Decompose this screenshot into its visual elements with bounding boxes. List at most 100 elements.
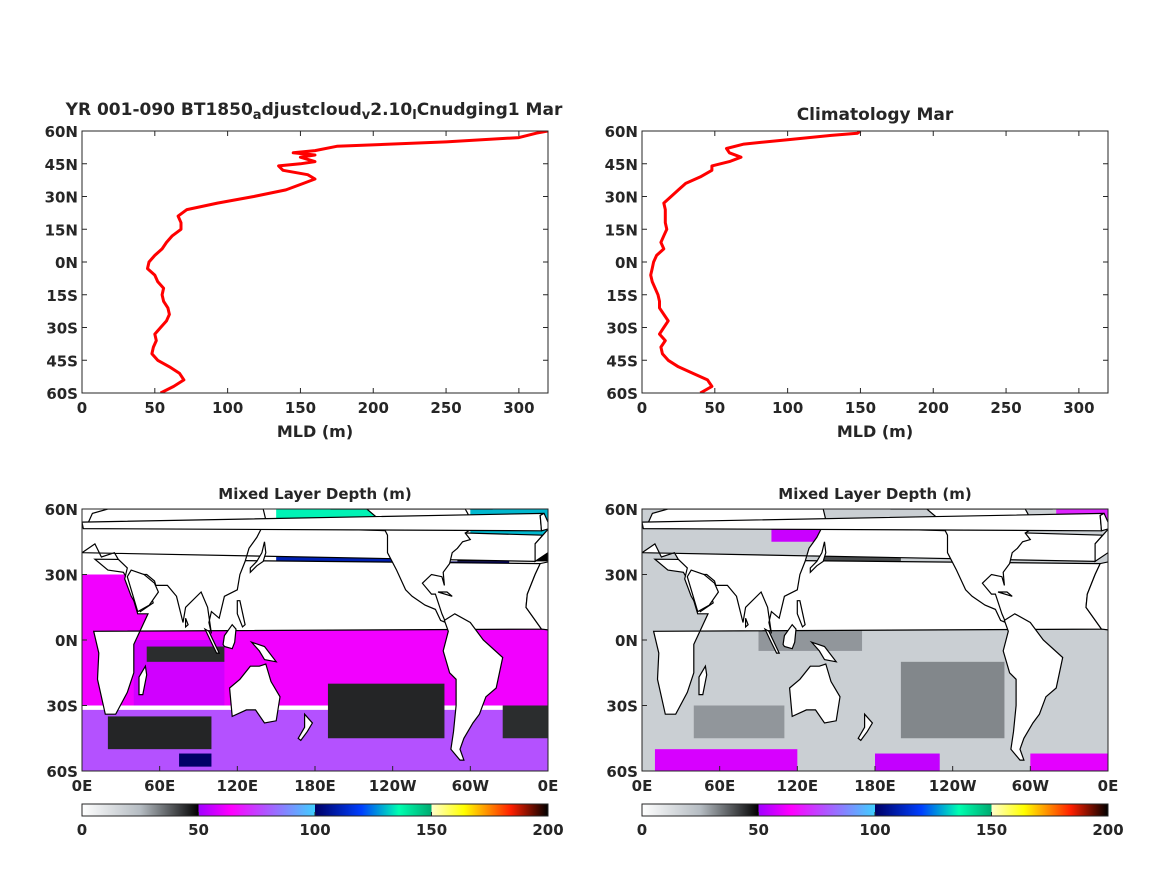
land-uk-wrap [1099, 512, 1108, 532]
land-sri-lanka [185, 617, 189, 629]
title-part-3: v [362, 108, 371, 123]
colorbar-tick-label: 200 [1092, 821, 1123, 839]
y-tick-label: 45S [46, 352, 78, 370]
lon-tick-label: 0E [538, 777, 559, 795]
title-part-4: 2.10 [370, 100, 412, 120]
land-new-zealand [857, 712, 874, 742]
lon-tick-label: 120E [217, 777, 259, 795]
xlabel-model: MLD (m) [277, 422, 353, 441]
x-tick-label: 100 [212, 399, 243, 417]
land-arabia [126, 569, 160, 613]
colorbar-tick-label: 100 [859, 821, 890, 839]
land-borneo [222, 623, 237, 650]
lon-tick-label: 120W [369, 777, 417, 795]
title-part-0: YR 001-090 BT1850 [65, 100, 253, 120]
mld-region-6 [146, 646, 225, 662]
colorbar-tick-label: 50 [748, 821, 769, 839]
x-tick-label: 200 [918, 399, 949, 417]
x-tick-label: 0 [637, 399, 647, 417]
lon-tick-label: 180E [294, 777, 336, 795]
x-tick-label: 300 [503, 399, 534, 417]
title-part-2: djustcloud [262, 100, 362, 120]
land-africa-wrap [1085, 561, 1108, 631]
y-tick-label: 45N [605, 156, 638, 174]
map-title-climatology: Mixed Layer Depth (m) [778, 485, 971, 503]
land-europe-asia-wrap [1094, 528, 1108, 563]
colorbar-tick-label: 50 [188, 821, 209, 839]
colorbar-tick-label: 0 [77, 821, 87, 839]
land-cuba [997, 591, 1013, 597]
land-japan [249, 541, 267, 574]
title-climatology: Climatology Mar [797, 105, 954, 125]
mld-region-3 [107, 716, 212, 750]
lon-tick-label: 0E [72, 777, 93, 795]
mld-region-8 [1030, 753, 1108, 771]
colorbar-ticks-model: 0 50 100 150 200 [77, 812, 564, 839]
colorbar-tick-label: 0 [637, 821, 647, 839]
mld-region-3 [693, 705, 785, 739]
land-new-zealand [297, 712, 314, 742]
land-australia [788, 663, 841, 724]
map-panel-climatology: Mixed Layer Depth (m) 0E 60E 120E 180E 120W 6… [605, 485, 1124, 839]
y-tick-label: 15N [45, 221, 78, 239]
series-line-0 [146, 131, 548, 393]
land-madagascar [138, 664, 148, 696]
land-north-america [330, 509, 477, 624]
land-madagascar [698, 664, 708, 696]
lon-tick-label: 180E [854, 777, 896, 795]
colorbar-climatology: 0 50 100 150 200 [637, 803, 1124, 839]
x-tick-label: 250 [990, 399, 1021, 417]
x-tick-label: 150 [845, 399, 876, 417]
lon-tick-label: 0E [632, 777, 653, 795]
mld-region-4 [327, 683, 445, 739]
xlabel-climatology: MLD (m) [837, 422, 913, 441]
colorbar-ticks-climatology: 0 50 100 150 200 [637, 812, 1124, 839]
x-tick-label: 100 [772, 399, 803, 417]
lon-tick-label: 60E [144, 777, 175, 795]
y-tick-label: 15N [605, 221, 638, 239]
land-australia [228, 663, 281, 724]
map-panel-model: Mixed Layer Depth (m) 0E 60E 120E 180E 120W 6… [45, 485, 564, 839]
x-tick-label: 150 [285, 399, 316, 417]
land-north-america [890, 509, 1037, 624]
mld-region-2 [900, 661, 1005, 739]
x-tick-label: 50 [144, 399, 165, 417]
lat-tick-label: 60S [46, 763, 78, 781]
x-tick-label: 250 [430, 399, 461, 417]
series-line-0 [649, 131, 862, 393]
land-borneo [782, 623, 797, 650]
land-japan [809, 541, 827, 574]
land-sri-lanka [744, 617, 749, 629]
lon-tick-label: 120E [777, 777, 819, 795]
land-sumatra [203, 627, 221, 654]
title-part-6: Cnudging1 Mar [417, 100, 563, 120]
ticks-climatology: 0 50 100 150 200 250 300 60N 45N 30N 15N 0N 15S 30S 45… [605, 123, 1108, 417]
lat-tick-label: 60S [606, 763, 638, 781]
x-tick-label: 50 [704, 399, 725, 417]
x-tick-label: 0 [77, 399, 87, 417]
y-tick-label: 30S [46, 320, 78, 338]
land-south-america [1002, 613, 1064, 761]
land-new-guinea [809, 640, 838, 663]
land-greenland [469, 509, 493, 510]
mld-region-9 [771, 526, 824, 542]
title-model: YR 001-090 BT1850adjustcloudv2.10lCnudgi… [65, 100, 563, 123]
mld-region-14 [179, 753, 212, 767]
land-philippines [796, 600, 806, 628]
land-cuba [437, 591, 453, 597]
y-tick-label: 60S [46, 385, 78, 403]
land-arabia [686, 569, 720, 613]
lon-tick-label: 120W [929, 777, 977, 795]
land-new-guinea [249, 640, 278, 663]
colorbar-tick-label: 150 [976, 821, 1007, 839]
x-tick-label: 200 [358, 399, 389, 417]
lat-tick-label: 0N [615, 632, 638, 650]
land-africa-wrap [525, 561, 548, 631]
map-ticks-climatology: 0E 60E 120E 180E 120W 60W 0E 60N 30N 0N 30S 60S [605, 501, 1119, 795]
land-south-america [442, 613, 504, 761]
lat-tick-label: 30N [45, 567, 78, 585]
lon-tick-label: 60W [1012, 777, 1050, 795]
y-tick-label: 0N [615, 254, 638, 272]
lon-tick-label: 0E [1098, 777, 1119, 795]
